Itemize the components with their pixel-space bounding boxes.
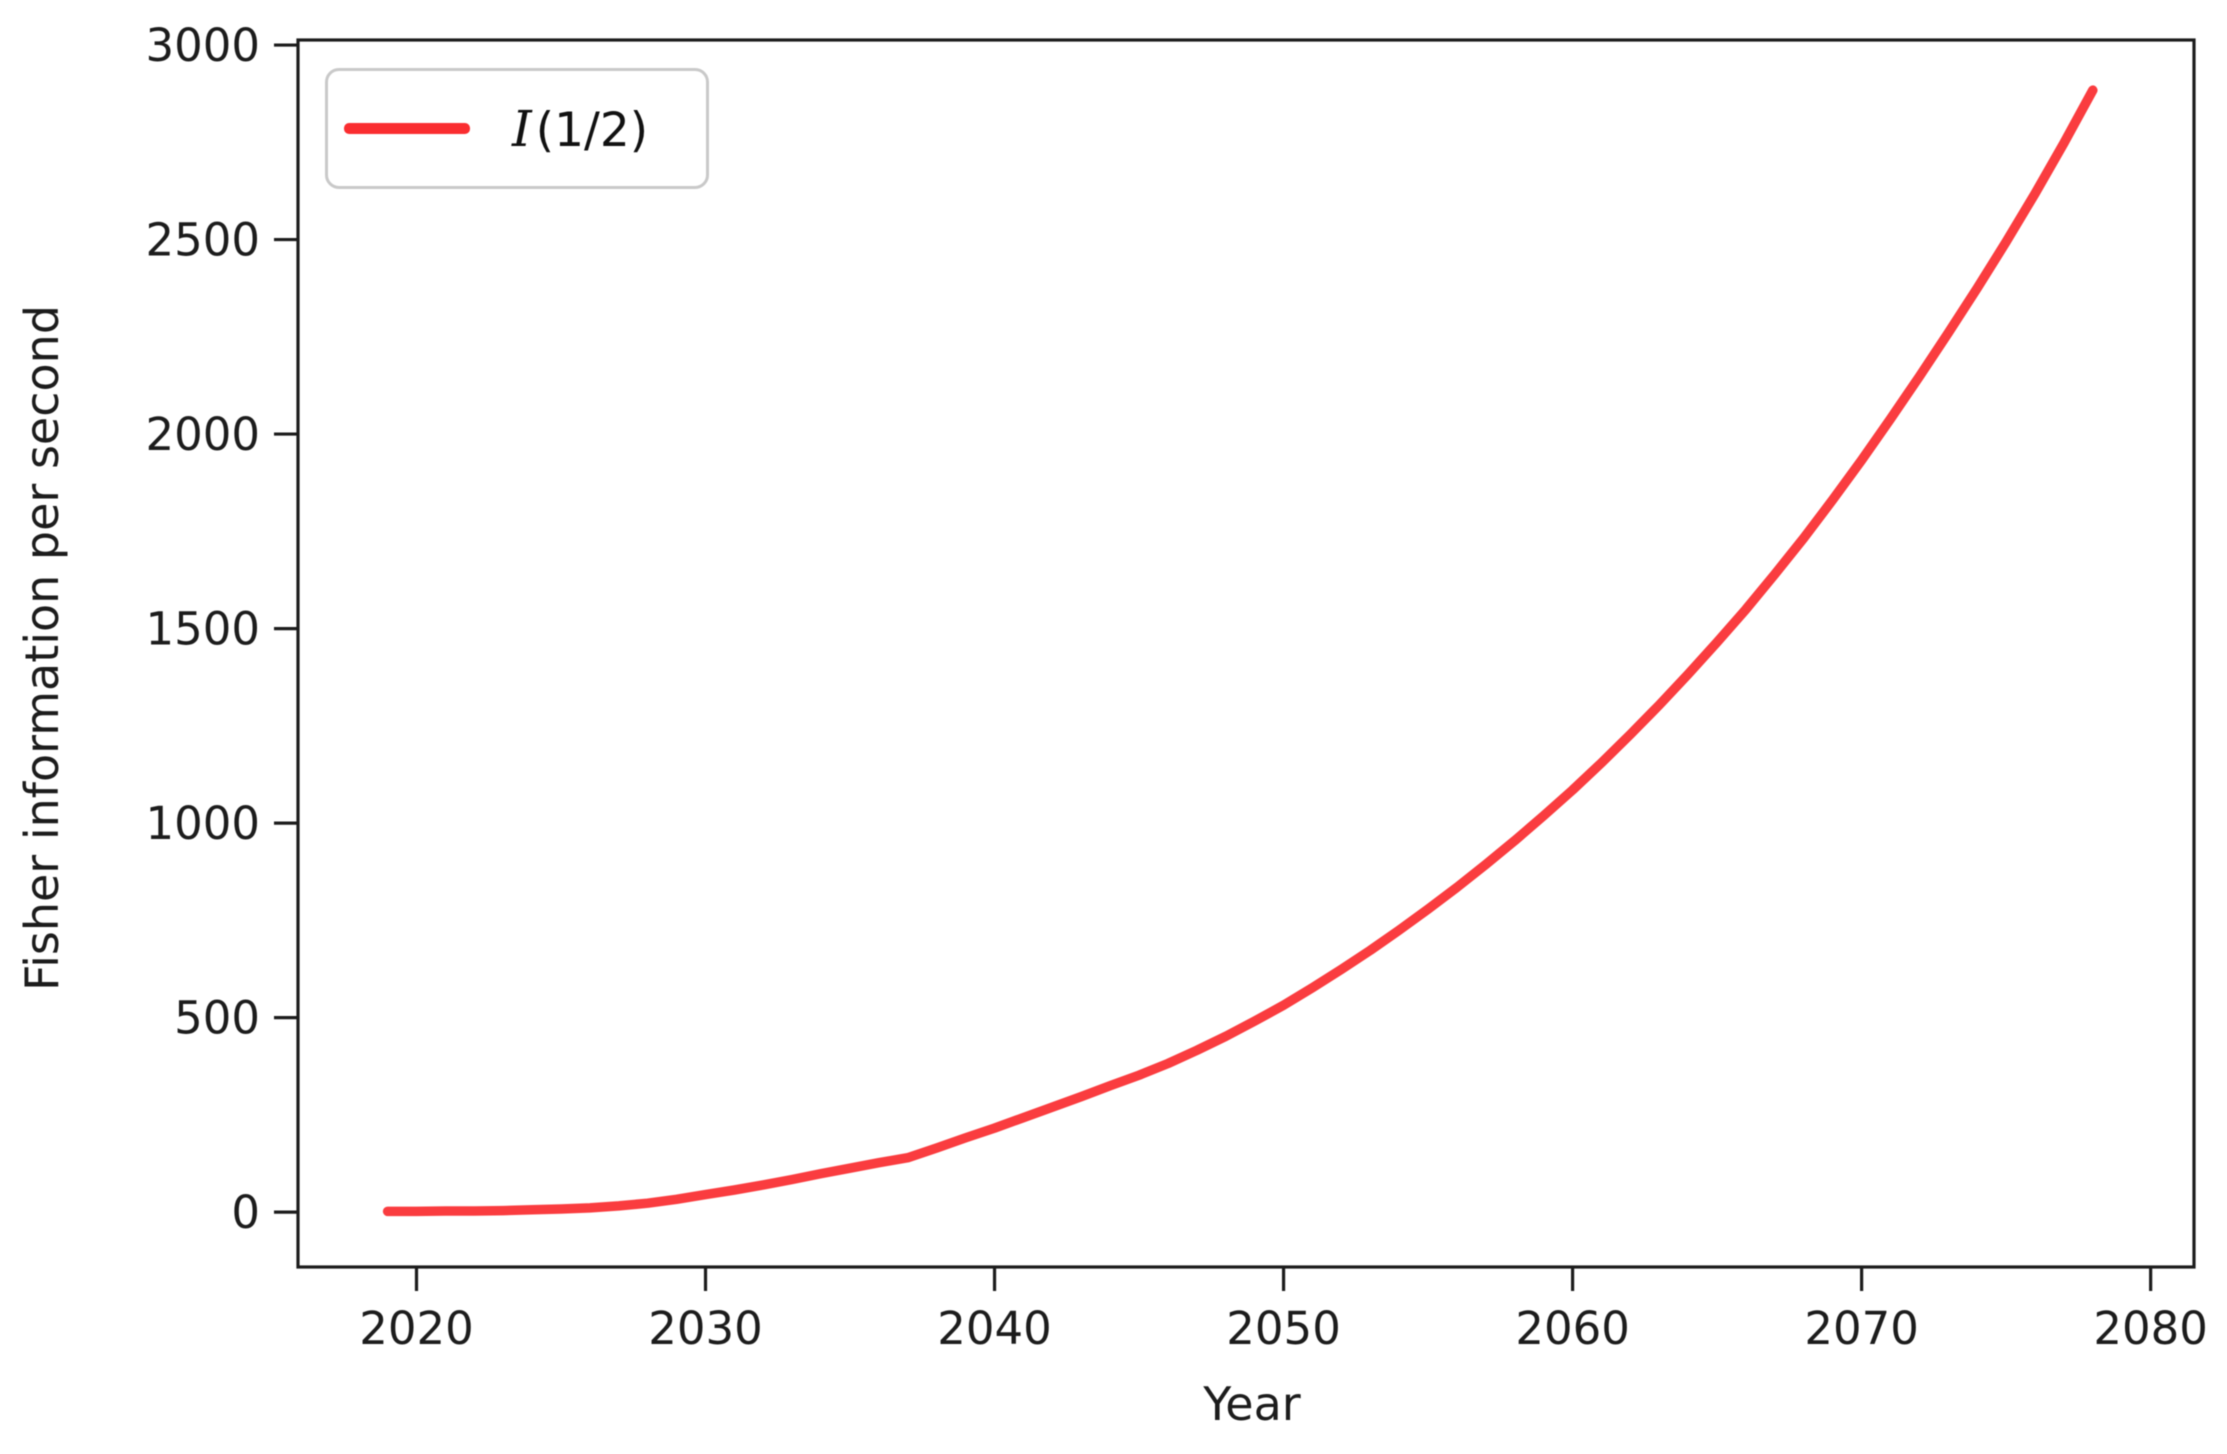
svg-text:1000: 1000 [145, 797, 260, 850]
y-axis-label: Fisher information per second [15, 304, 69, 992]
x-axis-label: Year [1203, 1377, 1301, 1431]
legend-label-args: (1/2) [535, 102, 649, 158]
svg-text:2040: 2040 [937, 1302, 1052, 1355]
legend-label: I (1/2) [512, 100, 648, 158]
svg-text:1500: 1500 [145, 603, 260, 656]
svg-text:2060: 2060 [1515, 1302, 1630, 1355]
svg-text:500: 500 [174, 992, 260, 1045]
svg-text:2000: 2000 [145, 408, 260, 461]
legend: I (1/2) [325, 68, 709, 189]
svg-text:2030: 2030 [648, 1302, 763, 1355]
svg-text:3000: 3000 [145, 19, 260, 72]
svg-text:2500: 2500 [145, 214, 260, 267]
svg-text:2050: 2050 [1226, 1302, 1341, 1355]
svg-text:0: 0 [231, 1186, 260, 1239]
legend-label-symbol: I [512, 99, 532, 158]
legend-line-swatch [344, 123, 470, 134]
svg-text:2080: 2080 [2093, 1302, 2208, 1355]
svg-text:2070: 2070 [1804, 1302, 1919, 1355]
svg-text:2020: 2020 [359, 1302, 474, 1355]
